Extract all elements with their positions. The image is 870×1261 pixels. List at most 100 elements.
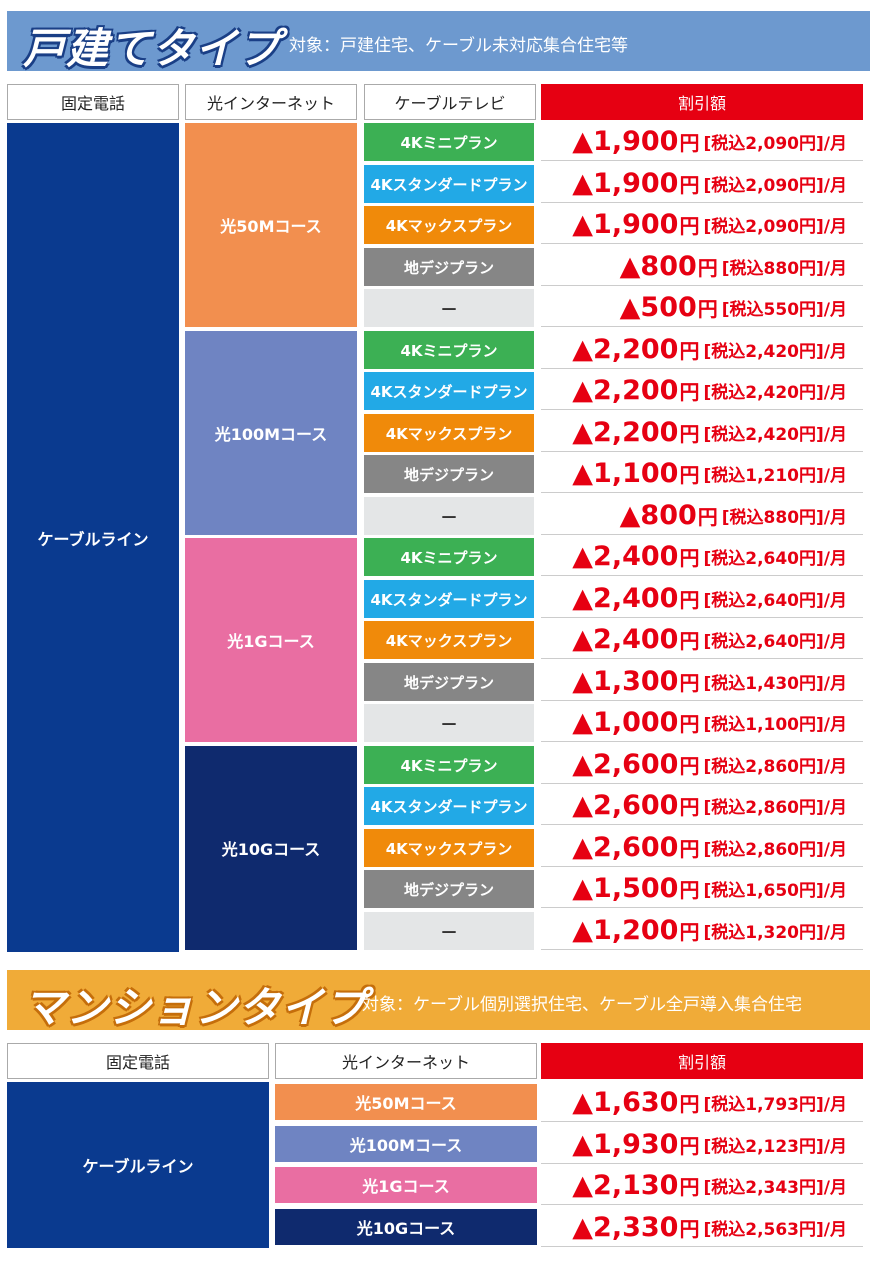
- yen-unit: 円: [679, 920, 700, 944]
- tax-included-note: [税込1,210円]/月: [703, 466, 847, 486]
- yen-unit: 円: [679, 422, 700, 446]
- discount-amount: ▲1,900: [572, 209, 679, 240]
- tv-plan-cell: 4Kマックスプラン: [364, 621, 534, 659]
- discount-amount: ▲1,930: [572, 1128, 679, 1160]
- discount-amount: ▲1,900: [572, 126, 679, 157]
- tv-plan-cell: 4Kミニプラン: [364, 746, 534, 784]
- yen-unit: 円: [679, 463, 700, 487]
- detached-title: 戸建てタイプ: [23, 24, 282, 73]
- tax-included-note: [税込1,320円]/月: [703, 923, 847, 943]
- phone-cable-line-cell: ケーブルライン: [7, 123, 179, 952]
- discount-amount: ▲1,300: [572, 666, 679, 697]
- tax-included-note: [税込2,860円]/月: [703, 840, 847, 860]
- discount-amount: ▲1,500: [572, 873, 679, 904]
- yen-unit: 円: [679, 629, 700, 653]
- yen-unit: 円: [697, 505, 718, 529]
- discount-amount: ▲2,400: [572, 624, 679, 655]
- tax-included-note: [税込2,420円]/月: [703, 342, 847, 362]
- tv-plan-cell: 4Kマックスプラン: [364, 829, 534, 867]
- yen-unit: 円: [679, 837, 700, 861]
- discount-amount: ▲2,600: [572, 832, 679, 863]
- tax-included-note: [税込2,090円]/月: [703, 176, 847, 196]
- discount-price: ▲800 円 [税込880円]/月: [541, 248, 863, 286]
- yen-unit: 円: [679, 546, 700, 570]
- yen-unit: 円: [679, 214, 700, 238]
- discount-price: ▲2,130 円 [税込2,343円]/月: [541, 1167, 863, 1205]
- discount-price: ▲500 円 [税込550円]/月: [541, 289, 863, 327]
- course-cell: 光50Mコース: [185, 123, 357, 327]
- tv-plan-cell: 地デジプラン: [364, 663, 534, 701]
- mansion-header-discount: 割引額: [541, 1043, 863, 1079]
- discount-price: ▲1,900 円 [税込2,090円]/月: [541, 206, 863, 244]
- discount-price: ▲2,400 円 [税込2,640円]/月: [541, 580, 863, 618]
- tv-plan-cell: 4Kスタンダードプラン: [364, 372, 534, 410]
- yen-unit: 円: [679, 795, 700, 819]
- discount-amount: ▲2,200: [572, 417, 679, 448]
- tax-included-note: [税込1,793円]/月: [703, 1095, 847, 1115]
- yen-unit: 円: [679, 878, 700, 902]
- detached-banner: 戸建てタイプ 対象：戸建住宅、ケーブル未対応集合住宅等: [7, 11, 870, 73]
- discount-amount: ▲2,600: [572, 790, 679, 821]
- tax-included-note: [税込1,650円]/月: [703, 881, 847, 901]
- discount-price: ▲2,600 円 [税込2,860円]/月: [541, 746, 863, 784]
- header-discount: 割引額: [541, 84, 863, 120]
- yen-unit: 円: [679, 1092, 700, 1116]
- discount-price: ▲2,200 円 [税込2,420円]/月: [541, 414, 863, 452]
- tax-included-note: [税込2,090円]/月: [703, 217, 847, 237]
- tax-included-note: [税込2,640円]/月: [703, 632, 847, 652]
- discount-amount: ▲1,000: [572, 707, 679, 738]
- tv-plan-cell: —: [364, 912, 534, 950]
- tv-plan-cell: —: [364, 289, 534, 327]
- yen-unit: 円: [679, 339, 700, 363]
- discount-price: ▲1,630 円 [税込1,793円]/月: [541, 1084, 863, 1122]
- discount-amount: ▲500: [619, 292, 697, 323]
- discount-price: ▲2,400 円 [税込2,640円]/月: [541, 621, 863, 659]
- tv-plan-cell: —: [364, 704, 534, 742]
- discount-amount: ▲2,400: [572, 583, 679, 614]
- tax-included-note: [税込1,430円]/月: [703, 674, 847, 694]
- mansion-course-cell: 光100Mコース: [275, 1125, 537, 1162]
- mansion-course-cell: 光1Gコース: [275, 1167, 537, 1203]
- discount-amount: ▲2,330: [572, 1211, 679, 1243]
- tv-plan-cell: 地デジプラン: [364, 248, 534, 286]
- detached-subtitle: 対象：戸建住宅、ケーブル未対応集合住宅等: [289, 36, 628, 56]
- mansion-phone-cable-line-cell: ケーブルライン: [7, 1082, 269, 1248]
- yen-unit: 円: [679, 1133, 700, 1158]
- tax-included-note: [税込550円]/月: [721, 300, 847, 320]
- tv-plan-cell: 4Kマックスプラン: [364, 414, 534, 452]
- mansion-subtitle: 対象：ケーブル個別選択住宅、ケーブル全戸導入集合住宅: [362, 995, 802, 1015]
- mansion-banner: マンションタイプ 対象：ケーブル個別選択住宅、ケーブル全戸導入集合住宅: [7, 970, 870, 1032]
- tv-plan-cell: 4Kミニプラン: [364, 123, 534, 161]
- discount-amount: ▲2,200: [572, 334, 679, 365]
- yen-unit: 円: [679, 380, 700, 404]
- header-phone: 固定電話: [7, 84, 179, 120]
- yen-unit: 円: [679, 173, 700, 197]
- yen-unit: 円: [679, 131, 700, 155]
- tv-plan-cell: 4Kミニプラン: [364, 331, 534, 369]
- discount-price: ▲2,600 円 [税込2,860円]/月: [541, 787, 863, 825]
- discount-amount: ▲800: [619, 500, 697, 531]
- discount-amount: ▲1,630: [572, 1087, 679, 1118]
- mansion-header-internet: 光インターネット: [275, 1043, 537, 1079]
- mansion-title: マンションタイプ: [23, 983, 368, 1032]
- yen-unit: 円: [679, 1175, 700, 1199]
- discount-price: ▲2,400 円 [税込2,640円]/月: [541, 538, 863, 576]
- discount-price: ▲800 円 [税込880円]/月: [541, 497, 863, 535]
- discount-price: ▲1,300 円 [税込1,430円]/月: [541, 663, 863, 701]
- yen-unit: 円: [679, 588, 700, 612]
- discount-amount: ▲1,200: [572, 915, 679, 946]
- discount-amount: ▲2,200: [572, 375, 679, 406]
- tv-plan-cell: —: [364, 497, 534, 535]
- yen-unit: 円: [697, 256, 718, 280]
- header-cable-tv: ケーブルテレビ: [364, 84, 536, 120]
- header-internet: 光インターネット: [185, 84, 357, 120]
- course-cell: 光10Gコース: [185, 746, 357, 950]
- mansion-header-phone: 固定電話: [7, 1043, 269, 1079]
- discount-price: ▲2,200 円 [税込2,420円]/月: [541, 372, 863, 410]
- course-cell: 光1Gコース: [185, 538, 357, 742]
- discount-price: ▲2,200 円 [税込2,420円]/月: [541, 331, 863, 369]
- tax-included-note: [税込2,640円]/月: [703, 591, 847, 611]
- discount-amount: ▲2,600: [572, 749, 679, 780]
- tax-included-note: [税込880円]/月: [721, 259, 847, 279]
- tv-plan-cell: 地デジプラン: [364, 455, 534, 493]
